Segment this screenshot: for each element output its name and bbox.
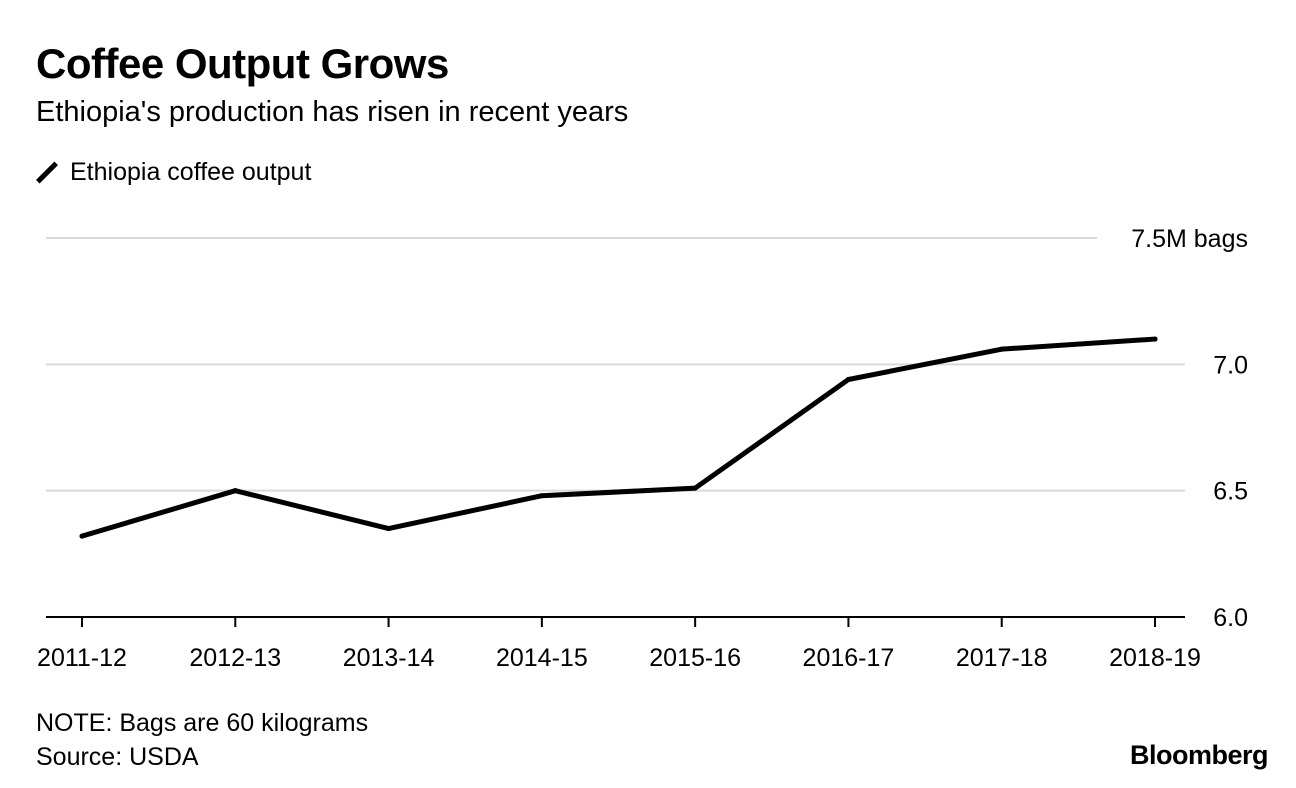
chart-subtitle: Ethiopia's production has risen in recen… (36, 96, 629, 128)
x-tick-label: 2011-12 (37, 644, 127, 672)
data-point (386, 526, 392, 532)
data-point (232, 488, 238, 494)
footnote: NOTE: Bags are 60 kilograms Source: USDA (36, 706, 368, 774)
legend-label: Ethiopia coffee output (70, 158, 312, 186)
x-tick-label: 2016-17 (803, 644, 895, 672)
data-point (692, 485, 698, 491)
x-tick-label: 2017-18 (956, 644, 1048, 672)
data-point (845, 376, 851, 382)
x-tick-label: 2018-19 (1109, 644, 1201, 672)
series-line (79, 336, 1158, 539)
data-point (539, 493, 545, 499)
chart-title: Coffee Output Grows (36, 40, 449, 87)
y-tick-label: 7.5M bags (1131, 225, 1248, 253)
x-tick-label: 2014-15 (496, 644, 588, 672)
source-text: Source: USDA (36, 743, 199, 771)
data-point (999, 346, 1005, 352)
data-point (79, 533, 85, 539)
legend: Ethiopia coffee output (36, 158, 311, 187)
note-text: NOTE: Bags are 60 kilograms (36, 709, 369, 737)
y-tick-label: 7.0 (1213, 351, 1248, 379)
x-tick-label: 2015-16 (649, 644, 741, 672)
y-tick-label: 6.0 (1213, 604, 1248, 632)
data-point (1152, 336, 1158, 342)
bloomberg-logo: Bloomberg (1129, 740, 1269, 770)
x-tick-label: 2012-13 (189, 644, 281, 672)
y-tick-label: 6.5 (1213, 478, 1248, 506)
x-tick-label: 2013-14 (343, 644, 435, 672)
